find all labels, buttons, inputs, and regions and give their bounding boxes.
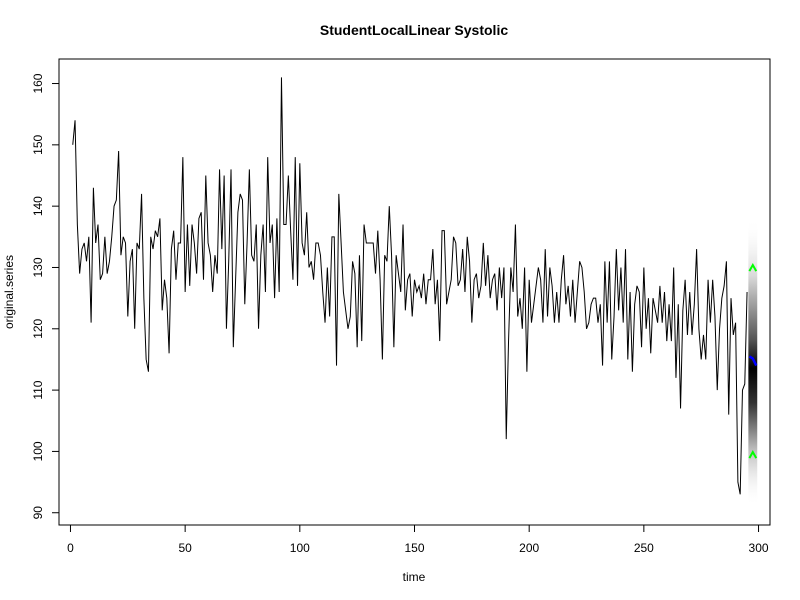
x-tick-label: 100 xyxy=(290,541,310,555)
x-axis-label: time xyxy=(403,570,426,584)
x-tick-label: 0 xyxy=(67,541,74,555)
y-tick-label: 160 xyxy=(31,73,45,93)
y-tick-label: 90 xyxy=(31,506,45,520)
forecast-density-band xyxy=(748,218,758,507)
forecast-upper-line xyxy=(748,262,758,272)
y-tick-label: 110 xyxy=(31,380,45,399)
y-tick-label: 140 xyxy=(31,196,45,216)
series-line xyxy=(72,77,748,495)
y-tick-label: 120 xyxy=(31,318,45,338)
y-axis: 90 100 110 120 130 140 150 160 xyxy=(31,73,60,520)
forecast-mean-line xyxy=(748,355,758,367)
x-tick-label: 150 xyxy=(404,541,424,555)
y-tick-label: 150 xyxy=(31,135,45,155)
forecast-marks xyxy=(748,262,758,459)
y-axis-label: original.series xyxy=(2,255,16,329)
x-axis: 0 50 100 150 200 250 300 xyxy=(67,524,769,555)
y-tick-label: 100 xyxy=(31,441,45,461)
x-tick-label: 300 xyxy=(749,541,769,555)
chart-title: StudentLocalLinear Systolic xyxy=(320,22,508,38)
forecast-lower-line xyxy=(748,449,758,459)
x-tick-label: 250 xyxy=(634,541,654,555)
y-tick-label: 130 xyxy=(31,257,45,277)
forecast-density xyxy=(748,218,758,507)
x-tick-label: 50 xyxy=(178,541,192,555)
x-tick-label: 200 xyxy=(519,541,539,555)
